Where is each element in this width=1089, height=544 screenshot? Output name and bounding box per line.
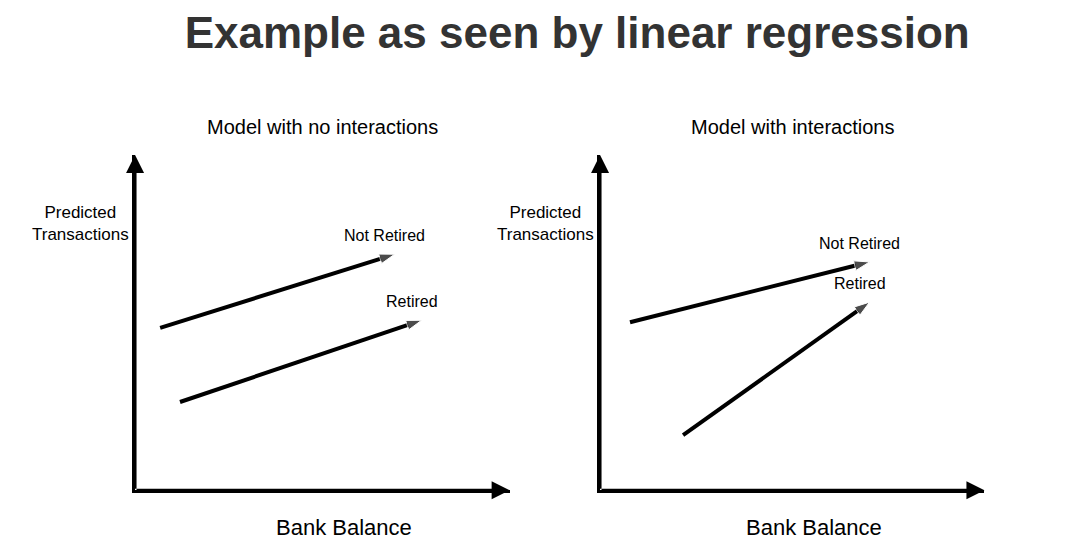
svg-text:PredictedTransactions: PredictedTransactions <box>32 203 129 244</box>
svg-text:PredictedTransactions: PredictedTransactions <box>497 203 594 244</box>
svg-text:Not Retired: Not Retired <box>344 227 425 244</box>
svg-text:Not Retired: Not Retired <box>819 235 900 252</box>
svg-text:Retired: Retired <box>386 293 438 310</box>
svg-text:Model with interactions: Model with interactions <box>691 116 894 138</box>
svg-text:Model with no interactions: Model with no interactions <box>207 116 438 138</box>
svg-text:Retired: Retired <box>834 275 886 292</box>
svg-text:Example as seen by linear regr: Example as seen by linear regression <box>185 8 970 57</box>
svg-text:Bank Balance: Bank Balance <box>746 515 882 540</box>
svg-text:Bank Balance: Bank Balance <box>276 515 412 540</box>
